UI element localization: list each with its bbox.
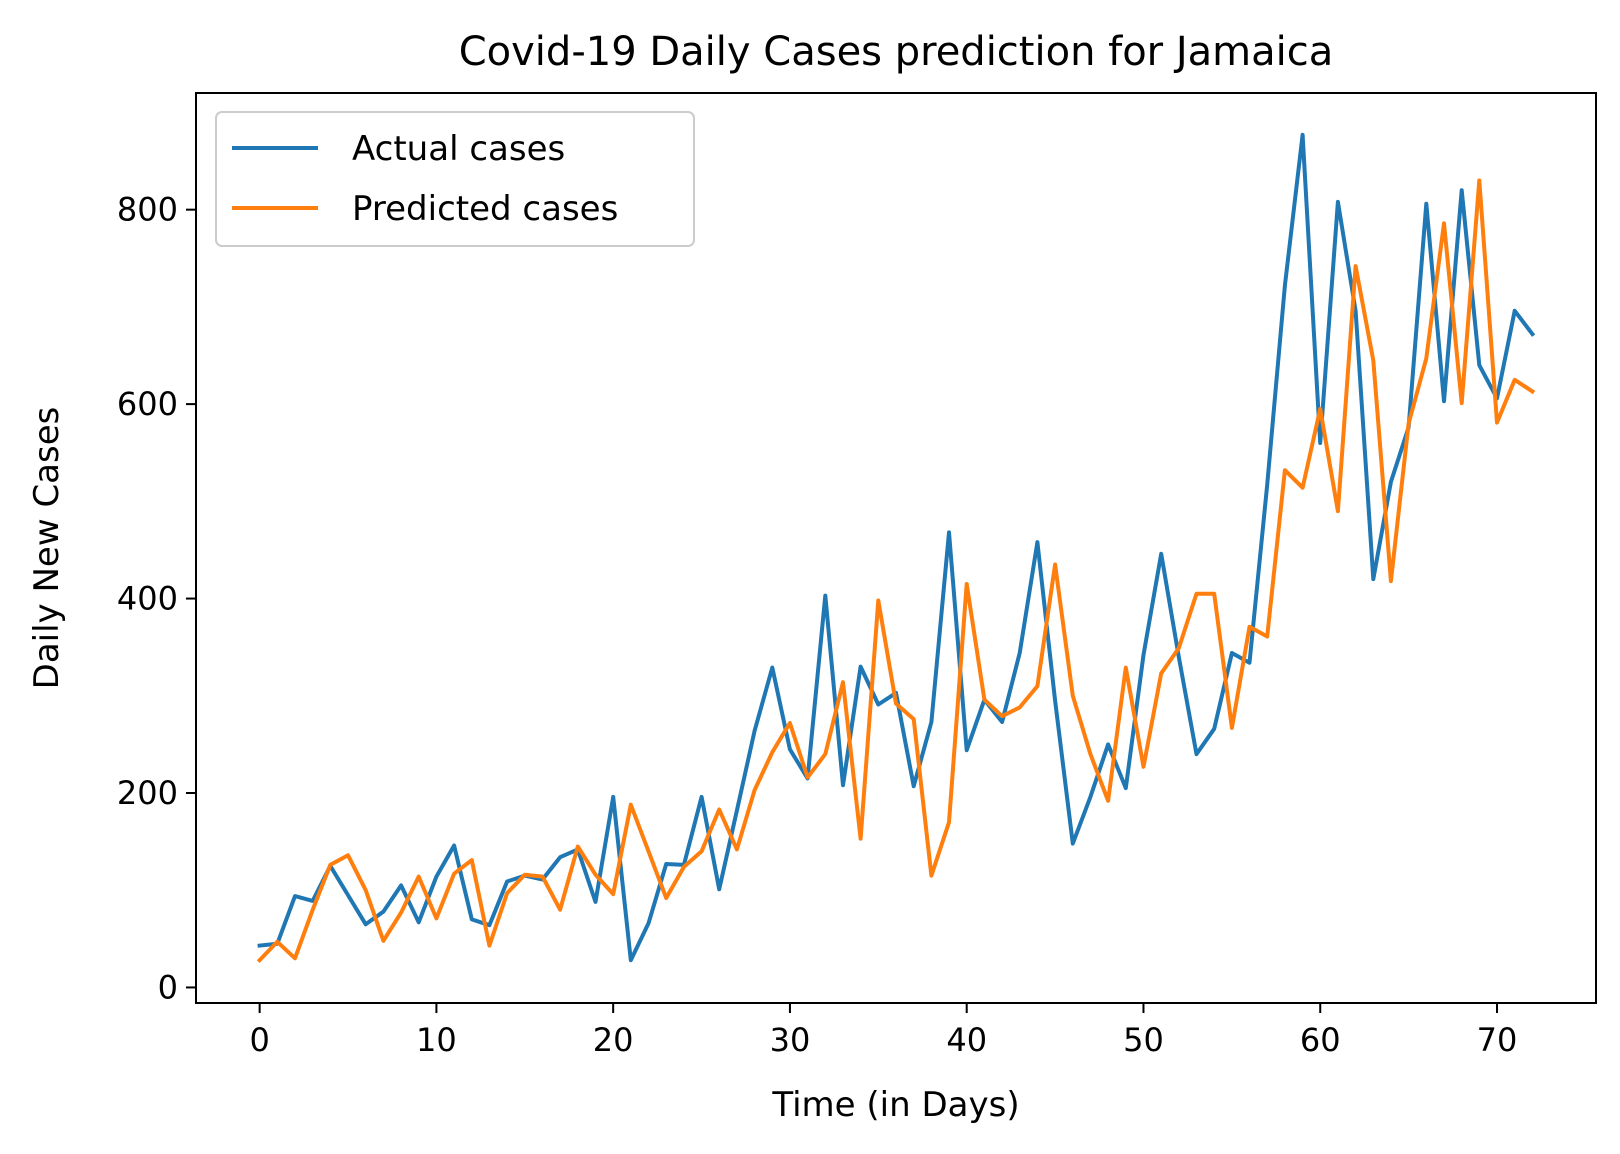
plot-area [195, 92, 1597, 1004]
legend-label-predicted: Predicted cases [352, 189, 618, 229]
y-tick-label: 800 [117, 191, 178, 229]
x-tick-label: 10 [416, 1021, 457, 1059]
y-tick-label: 0 [158, 968, 178, 1006]
x-axis-label: Time (in Days) [771, 1085, 1019, 1125]
legend-box [215, 111, 695, 247]
x-tick-label: 60 [1300, 1021, 1341, 1059]
x-tick-label: 20 [593, 1021, 634, 1059]
x-tick-label: 70 [1477, 1021, 1518, 1059]
y-tick-label: 200 [117, 774, 178, 812]
x-tick-label: 0 [249, 1021, 269, 1059]
plot-frame [195, 92, 1597, 1004]
y-tick-label: 600 [117, 385, 178, 423]
legend: Actual cases Predicted cases [215, 111, 695, 247]
y-tick-label: 400 [117, 580, 178, 618]
y-axis-label: Daily New Cases [27, 407, 67, 690]
x-axis: 0 10 20 30 40 50 60 70 [249, 1003, 1517, 1059]
legend-label-actual: Actual cases [352, 129, 565, 169]
chart-title: Covid-19 Daily Cases prediction for Jama… [459, 29, 1334, 75]
series-layer [256, 132, 1536, 964]
x-tick-label: 30 [770, 1021, 811, 1059]
y-axis: 0 200 400 600 800 [117, 191, 196, 1006]
x-tick-label: 40 [946, 1021, 987, 1059]
x-tick-label: 50 [1123, 1021, 1164, 1059]
series-line-predicted [256, 178, 1536, 964]
